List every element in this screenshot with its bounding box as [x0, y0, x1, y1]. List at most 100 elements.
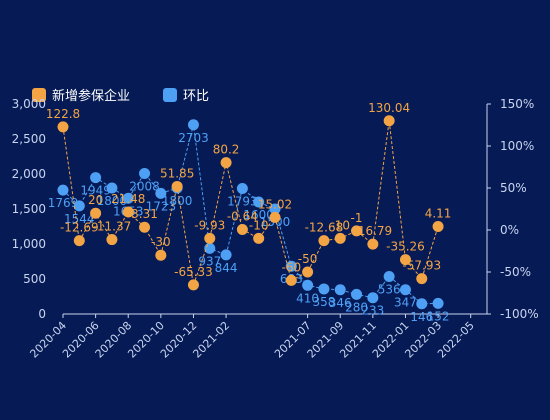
- new-point[interactable]: [106, 234, 118, 246]
- new-data-label: 15.02: [258, 197, 292, 211]
- new-point[interactable]: [220, 157, 232, 169]
- new-point[interactable]: [90, 207, 102, 219]
- ratio-data-label: 2008: [129, 179, 160, 193]
- new-point[interactable]: [383, 115, 395, 127]
- new-point[interactable]: [269, 211, 281, 223]
- ratio-data-label: 1800: [97, 194, 128, 208]
- new-data-label: -60: [282, 260, 302, 274]
- ratio-point[interactable]: [383, 270, 395, 282]
- new-line: [62, 120, 439, 286]
- ratio-point[interactable]: [204, 242, 216, 254]
- ratio-point[interactable]: [351, 288, 363, 300]
- ratio-data-label: 410: [296, 291, 319, 305]
- ratio-data-label: 1949: [80, 184, 111, 198]
- right-tick-label: -100%: [500, 307, 539, 321]
- new-point[interactable]: [155, 249, 167, 261]
- ratio-point[interactable]: [73, 200, 85, 212]
- x-tick-label: 2022-05: [435, 319, 477, 361]
- new-data-label: 122.8: [46, 107, 80, 121]
- ratio-point[interactable]: [122, 192, 134, 204]
- ratio-point[interactable]: [90, 172, 102, 184]
- ratio-data-label: 937: [198, 254, 221, 268]
- new-data-label: -57.93: [402, 259, 441, 273]
- ratio-data-label: 152: [427, 309, 450, 323]
- legend: 新增参保企业 环比: [32, 88, 209, 104]
- left-tick-label: 500: [23, 272, 46, 286]
- ratio-data-label: 358: [312, 295, 335, 309]
- right-tick-label: 150%: [500, 97, 534, 111]
- ratio-point[interactable]: [416, 298, 428, 310]
- new-point[interactable]: [187, 279, 199, 291]
- ratio-point[interactable]: [57, 184, 69, 196]
- left-tick-label: 3,000: [12, 97, 46, 111]
- legend-label-new[interactable]: 新增参保企业: [52, 88, 130, 104]
- new-point[interactable]: [57, 121, 69, 133]
- left-tick-label: 2,000: [12, 167, 46, 181]
- left-tick-label: 2,500: [12, 132, 46, 146]
- ratio-point[interactable]: [302, 279, 314, 291]
- x-tick-label: 2021-02: [191, 319, 233, 361]
- ratio-point[interactable]: [318, 283, 330, 295]
- new-data-label: -0.64: [227, 209, 258, 223]
- ratio-data-label: 1723: [146, 199, 177, 213]
- ratio-point[interactable]: [334, 284, 346, 296]
- ratio-data-label: 347: [394, 296, 417, 310]
- new-data-label: -65.33: [174, 265, 213, 279]
- new-point[interactable]: [399, 254, 411, 266]
- ratio-point[interactable]: [432, 297, 444, 309]
- new-point[interactable]: [367, 238, 379, 250]
- left-tick-label: 1,500: [12, 202, 46, 216]
- new-point[interactable]: [432, 221, 444, 233]
- ratio-series-layer: 1769154419491800165320081723180027039378…: [48, 119, 450, 324]
- ratio-point[interactable]: [285, 260, 297, 272]
- legend-marker-ratio[interactable]: [163, 88, 177, 102]
- new-data-label: -30: [151, 235, 171, 249]
- ratio-point[interactable]: [106, 182, 118, 194]
- ratio-data-label: 346: [329, 296, 352, 310]
- new-point[interactable]: [351, 225, 363, 237]
- ratio-point[interactable]: [399, 284, 411, 296]
- right-tick-label: 50%: [500, 181, 527, 195]
- ratio-data-label: 1800: [162, 194, 193, 208]
- ratio-point[interactable]: [220, 249, 232, 261]
- new-data-label: -11.37: [93, 220, 132, 234]
- new-point[interactable]: [285, 274, 297, 286]
- legend-marker-new[interactable]: [32, 88, 46, 102]
- ratio-data-label: 233: [361, 304, 384, 318]
- new-data-label: 80.2: [213, 143, 240, 157]
- ratio-data-label: 1793: [227, 194, 258, 208]
- ratio-data-label: 844: [215, 261, 238, 275]
- ratio-point[interactable]: [253, 196, 265, 208]
- new-point[interactable]: [302, 266, 314, 278]
- new-point[interactable]: [334, 232, 346, 244]
- ratio-data-label: 536: [378, 282, 401, 296]
- ratio-point[interactable]: [139, 167, 151, 179]
- new-data-label: -16.79: [354, 224, 393, 238]
- new-point[interactable]: [204, 232, 216, 244]
- new-point[interactable]: [318, 235, 330, 247]
- ratio-point[interactable]: [236, 182, 248, 194]
- new-data-label: -1: [351, 211, 363, 225]
- new-point[interactable]: [139, 221, 151, 233]
- new-data-label: 4.11: [425, 207, 452, 221]
- new-point[interactable]: [236, 223, 248, 235]
- new-point[interactable]: [416, 273, 428, 285]
- ratio-data-label: 1769: [48, 196, 79, 210]
- ratio-point[interactable]: [187, 119, 199, 131]
- new-data-label: -10: [249, 218, 269, 232]
- new-point[interactable]: [73, 235, 85, 247]
- ratio-point[interactable]: [155, 187, 167, 199]
- legend-label-ratio[interactable]: 环比: [183, 89, 209, 104]
- new-data-label: -12.68: [305, 221, 344, 235]
- new-data-label: 51.85: [160, 166, 194, 180]
- new-point[interactable]: [122, 206, 134, 218]
- ratio-point[interactable]: [269, 203, 281, 215]
- ratio-point[interactable]: [367, 292, 379, 304]
- new-series-layer: 122.8 -12.69 20 -11.37 21.483.31 -30 51.85 -65.…: [46, 101, 452, 291]
- new-data-label: 3.31: [131, 207, 158, 221]
- new-point[interactable]: [253, 232, 265, 244]
- new-point[interactable]: [171, 180, 183, 192]
- left-tick-label: 1,000: [12, 237, 46, 251]
- right-tick-label: -50%: [500, 265, 531, 279]
